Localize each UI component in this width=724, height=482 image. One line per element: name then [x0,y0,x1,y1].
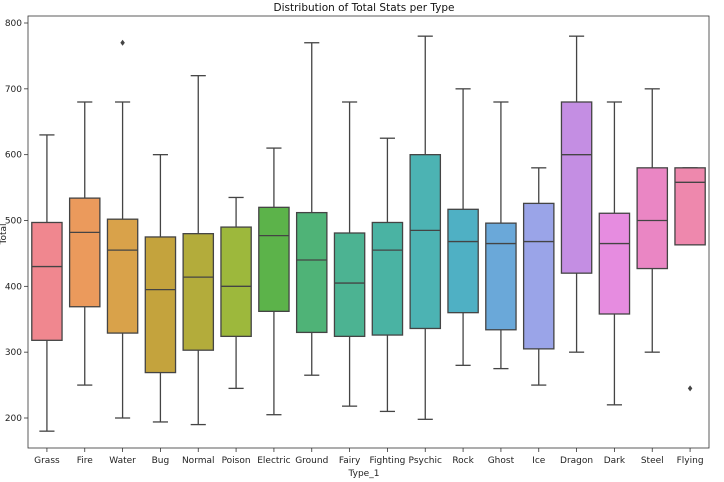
outlier-marker [687,385,693,392]
y-tick-label: 200 [5,414,22,424]
x-tick-label: Grass [34,456,60,466]
box-body [371,221,404,336]
box-rock [447,88,479,366]
box-fighting [371,137,404,413]
box-body [409,154,442,330]
x-tick-label: Ground [295,456,328,466]
x-tick-label: Water [109,456,136,466]
outlier-marker [120,39,125,46]
box-body [258,206,290,312]
y-axis-title: Total [0,223,9,245]
box-bug [144,154,177,423]
box-body [31,221,63,341]
y-tick-label: 700 [5,85,22,95]
x-tick-label: Normal [182,456,215,466]
x-tick-label: Psychic [409,456,442,466]
x-tick-label: Dragon [560,456,593,466]
box-body [182,233,215,351]
x-tick-label: Ice [532,456,546,466]
box-poison [220,196,252,390]
y-axis: 200 300 400 500 600 700 800 [5,19,28,424]
x-tick-label: Electric [257,456,290,466]
box-dragon [560,35,593,353]
box-body [220,226,252,338]
box-series [31,35,706,432]
box-body [68,197,101,308]
box-normal [182,75,215,426]
y-tick-label: 500 [5,217,22,227]
box-fire [68,101,101,386]
x-tick-label: Fighting [369,456,405,466]
x-tick-label: Bug [152,456,170,466]
box-body [598,212,631,315]
chart-title: Distribution of Total Stats per Type [274,2,455,14]
x-tick-label: Poison [222,456,251,466]
box-body [485,222,517,331]
box-flying [674,167,706,392]
x-tick-label: Fairy [339,456,361,466]
box-body [674,167,706,246]
box-ground [295,42,328,376]
x-tick-label: Ghost [488,456,515,466]
box-ice [522,167,555,386]
box-body [295,211,328,334]
box-body [144,236,177,374]
box-electric [258,147,290,416]
x-tick-label: Rock [452,456,474,466]
y-tick-label: 400 [5,282,22,292]
y-tick-label: 600 [5,151,22,161]
box-steel [636,88,669,353]
box-body [333,232,366,338]
box-water [106,39,139,419]
box-body [522,202,555,350]
y-tick-label: 800 [5,19,22,29]
plot-area-frame [27,15,710,449]
x-axis: Grass Fire Water Bug Normal Poison Electric Gro… [34,448,704,466]
x-tick-label: Steel [641,456,664,466]
box-body [560,101,593,274]
x-tick-label: Flying [677,456,704,466]
box-body [106,218,139,334]
box-body [447,208,479,314]
box-dark [598,101,631,406]
box-grass [31,134,63,432]
box-psychic [409,35,442,420]
x-tick-label: Dark [604,456,626,466]
x-axis-title: Type_1 [348,469,380,479]
box-fairy [333,101,366,407]
box-ghost [485,101,517,370]
x-tick-label: Fire [77,456,94,466]
box-body [636,167,669,270]
y-tick-label: 300 [5,348,22,358]
